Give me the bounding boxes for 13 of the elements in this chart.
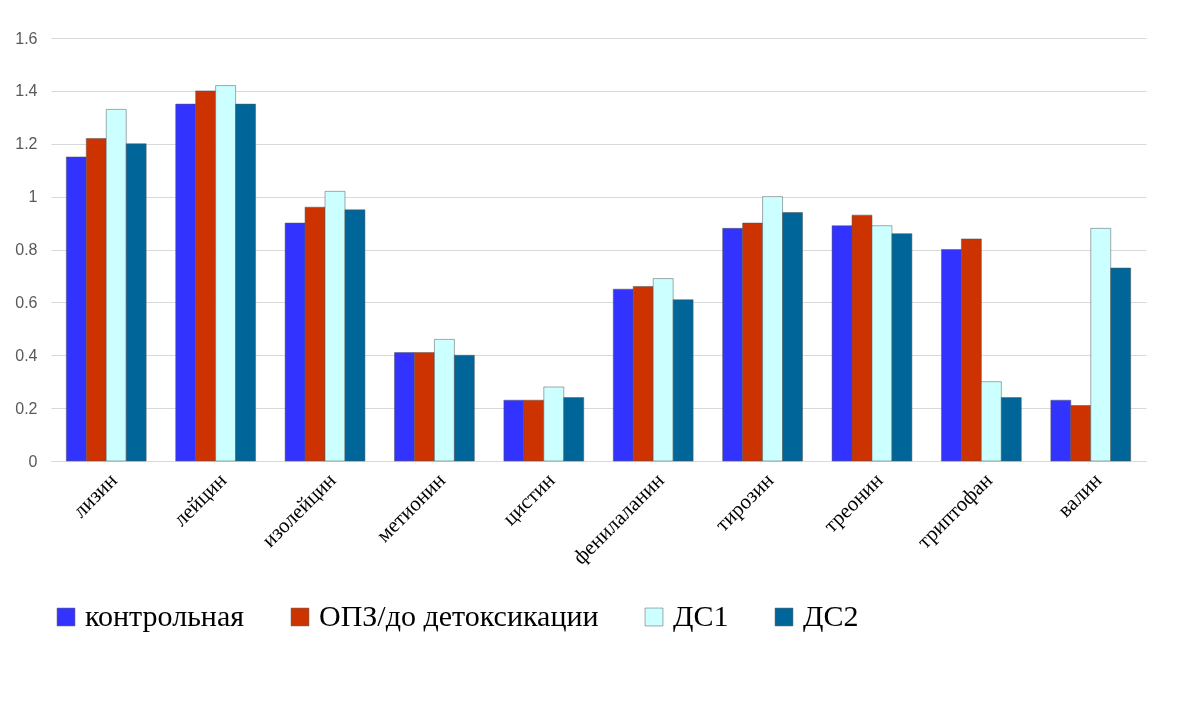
y-tick-label: 0.8: [15, 241, 38, 258]
y-tick-label: 1.4: [15, 82, 38, 100]
y-tick-label: 0.4: [15, 346, 38, 364]
y-tick-label: 1.6: [15, 29, 38, 47]
legend-label: контрольная: [85, 599, 245, 632]
legend-label: ДС2: [803, 599, 859, 632]
y-tick-label: 1.2: [15, 135, 38, 153]
legend-label: ДС1: [673, 599, 729, 632]
y-tick-label: 0.6: [15, 293, 38, 311]
y-tick-label: 1: [28, 188, 38, 206]
legend-label: ОПЗ/до детоксикации: [319, 599, 599, 632]
y-tick-label: 0.2: [15, 399, 38, 417]
y-tick-label: 0: [28, 452, 38, 470]
